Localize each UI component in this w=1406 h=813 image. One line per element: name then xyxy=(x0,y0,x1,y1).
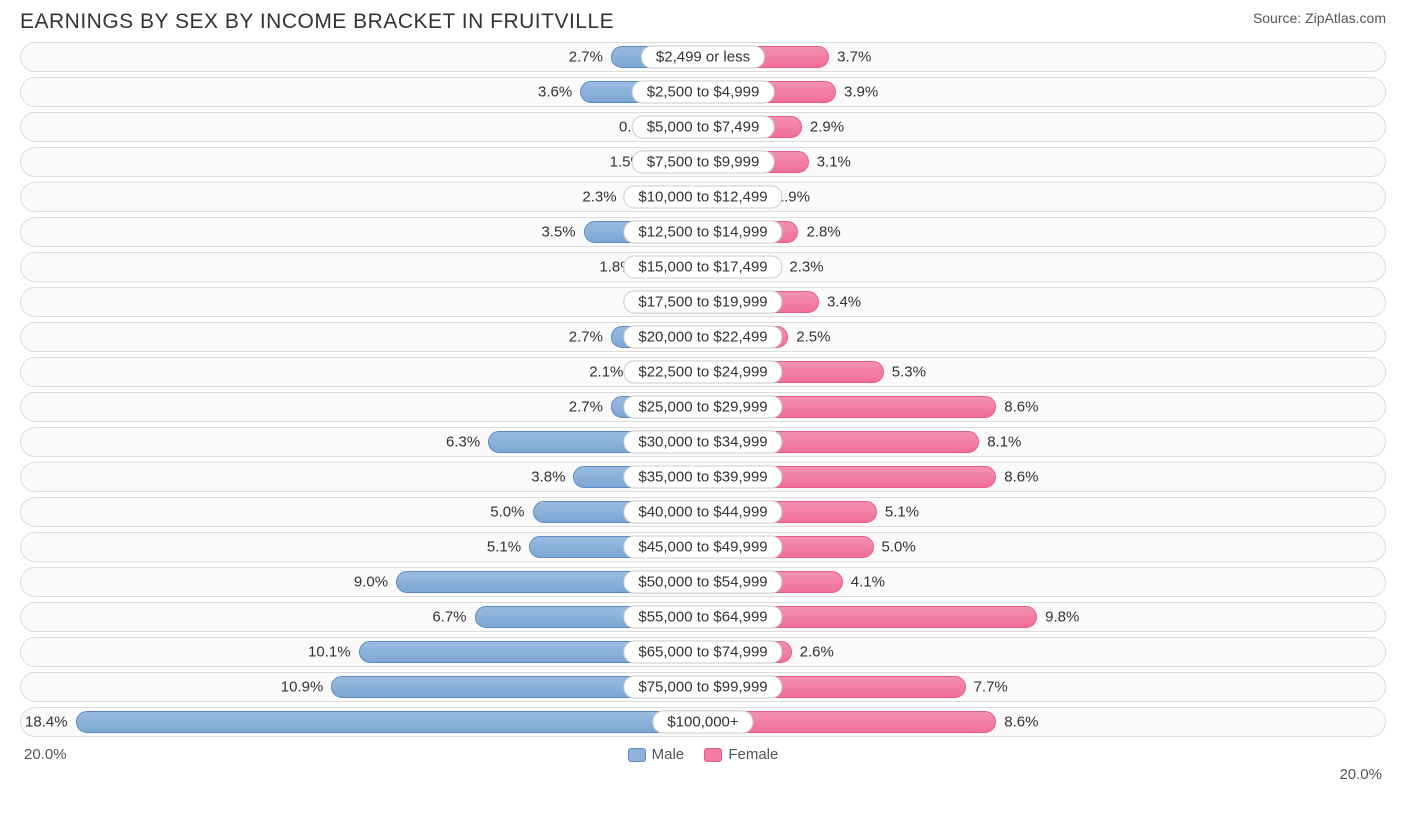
female-value-label: 3.7% xyxy=(837,49,871,66)
category-label: $100,000+ xyxy=(652,711,753,734)
chart-row: 3.8% 8.6% $35,000 to $39,999 xyxy=(20,462,1386,492)
category-label: $45,000 to $49,999 xyxy=(623,536,782,559)
female-value-label: 3.4% xyxy=(827,294,861,311)
male-value-label: 10.1% xyxy=(308,644,351,661)
male-value-label: 3.6% xyxy=(538,84,572,101)
female-value-label: 2.8% xyxy=(806,224,840,241)
female-value-label: 9.8% xyxy=(1045,609,1079,626)
male-value-label: 2.3% xyxy=(582,189,616,206)
female-swatch-icon xyxy=(704,748,722,762)
male-value-label: 2.7% xyxy=(569,49,603,66)
chart-row: 2.7% 3.7% $2,499 or less xyxy=(20,42,1386,72)
category-label: $17,500 to $19,999 xyxy=(623,291,782,314)
chart-area: 2.7% 3.7% $2,499 or less 3.6% 3.9% $2,500 to … xyxy=(0,42,1406,737)
chart-row: 10.1% 2.6% $65,000 to $74,999 xyxy=(20,637,1386,667)
category-label: $2,499 or less xyxy=(641,46,765,69)
female-value-label: 7.7% xyxy=(974,679,1008,696)
female-value-label: 8.1% xyxy=(987,434,1021,451)
male-value-label: 5.1% xyxy=(487,539,521,556)
category-label: $10,000 to $12,499 xyxy=(623,186,782,209)
female-value-label: 8.6% xyxy=(1004,399,1038,416)
male-value-label: 9.0% xyxy=(354,574,388,591)
legend-item-male: Male xyxy=(628,746,685,763)
male-value-label: 18.4% xyxy=(25,714,68,731)
male-swatch-icon xyxy=(628,748,646,762)
chart-footer: 20.0% Male Female 20.0% xyxy=(0,742,1406,766)
chart-row: 3.5% 2.8% $12,500 to $14,999 xyxy=(20,217,1386,247)
chart-row: 9.0% 4.1% $50,000 to $54,999 xyxy=(20,567,1386,597)
female-value-label: 2.3% xyxy=(789,259,823,276)
male-value-label: 3.5% xyxy=(541,224,575,241)
chart-title: EARNINGS BY SEX BY INCOME BRACKET IN FRU… xyxy=(20,10,614,34)
category-label: $50,000 to $54,999 xyxy=(623,571,782,594)
legend: Male Female xyxy=(20,746,1386,766)
male-bar xyxy=(76,711,703,733)
category-label: $40,000 to $44,999 xyxy=(623,501,782,524)
chart-row: 2.1% 5.3% $22,500 to $24,999 xyxy=(20,357,1386,387)
category-label: $55,000 to $64,999 xyxy=(623,606,782,629)
category-label: $25,000 to $29,999 xyxy=(623,396,782,419)
legend-label-female: Female xyxy=(728,746,778,763)
female-value-label: 3.9% xyxy=(844,84,878,101)
chart-row: 3.6% 3.9% $2,500 to $4,999 xyxy=(20,77,1386,107)
chart-row: 6.7% 9.8% $55,000 to $64,999 xyxy=(20,602,1386,632)
female-value-label: 2.6% xyxy=(800,644,834,661)
chart-row: 2.7% 8.6% $25,000 to $29,999 xyxy=(20,392,1386,422)
chart-row: 10.9% 7.7% $75,000 to $99,999 xyxy=(20,672,1386,702)
male-value-label: 6.3% xyxy=(446,434,480,451)
axis-label-right: 20.0% xyxy=(1339,766,1382,783)
category-label: $12,500 to $14,999 xyxy=(623,221,782,244)
male-value-label: 2.7% xyxy=(569,399,603,416)
category-label: $22,500 to $24,999 xyxy=(623,361,782,384)
female-value-label: 8.6% xyxy=(1004,714,1038,731)
category-label: $65,000 to $74,999 xyxy=(623,641,782,664)
chart-row: 1.0%3.4%$17,500 to $19,999 xyxy=(20,287,1386,317)
chart-row: 18.4% 8.6% $100,000+ xyxy=(20,707,1386,737)
category-label: $20,000 to $22,499 xyxy=(623,326,782,349)
female-value-label: 2.9% xyxy=(810,119,844,136)
chart-row: 6.3% 8.1% $30,000 to $34,999 xyxy=(20,427,1386,457)
female-value-label: 3.1% xyxy=(817,154,851,171)
chart-row: 5.1% 5.0% $45,000 to $49,999 xyxy=(20,532,1386,562)
legend-label-male: Male xyxy=(652,746,685,763)
category-label: $2,500 to $4,999 xyxy=(632,81,775,104)
male-value-label: 3.8% xyxy=(531,469,565,486)
chart-row: 0.98%2.9%$5,000 to $7,499 xyxy=(20,112,1386,142)
male-value-label: 10.9% xyxy=(281,679,324,696)
male-value-label: 2.7% xyxy=(569,329,603,346)
male-value-label: 2.1% xyxy=(589,364,623,381)
category-label: $5,000 to $7,499 xyxy=(632,116,775,139)
category-label: $75,000 to $99,999 xyxy=(623,676,782,699)
category-label: $30,000 to $34,999 xyxy=(623,431,782,454)
legend-item-female: Female xyxy=(704,746,778,763)
female-value-label: 8.6% xyxy=(1004,469,1038,486)
female-value-label: 4.1% xyxy=(851,574,885,591)
male-value-label: 6.7% xyxy=(432,609,466,626)
male-value-label: 5.0% xyxy=(490,504,524,521)
chart-row: 2.3%1.9%$10,000 to $12,499 xyxy=(20,182,1386,212)
source-attribution: Source: ZipAtlas.com xyxy=(1253,10,1386,26)
chart-row: 1.8%2.3%$15,000 to $17,499 xyxy=(20,252,1386,282)
chart-row: 2.7% 2.5% $20,000 to $22,499 xyxy=(20,322,1386,352)
category-label: $7,500 to $9,999 xyxy=(632,151,775,174)
female-value-label: 5.1% xyxy=(885,504,919,521)
header: EARNINGS BY SEX BY INCOME BRACKET IN FRU… xyxy=(0,0,1406,42)
female-value-label: 5.0% xyxy=(882,539,916,556)
category-label: $35,000 to $39,999 xyxy=(623,466,782,489)
chart-row: 5.0% 5.1% $40,000 to $44,999 xyxy=(20,497,1386,527)
chart-row: 1.5%3.1%$7,500 to $9,999 xyxy=(20,147,1386,177)
female-value-label: 2.5% xyxy=(796,329,830,346)
category-label: $15,000 to $17,499 xyxy=(623,256,782,279)
axis-label-left: 20.0% xyxy=(24,746,67,763)
female-value-label: 5.3% xyxy=(892,364,926,381)
